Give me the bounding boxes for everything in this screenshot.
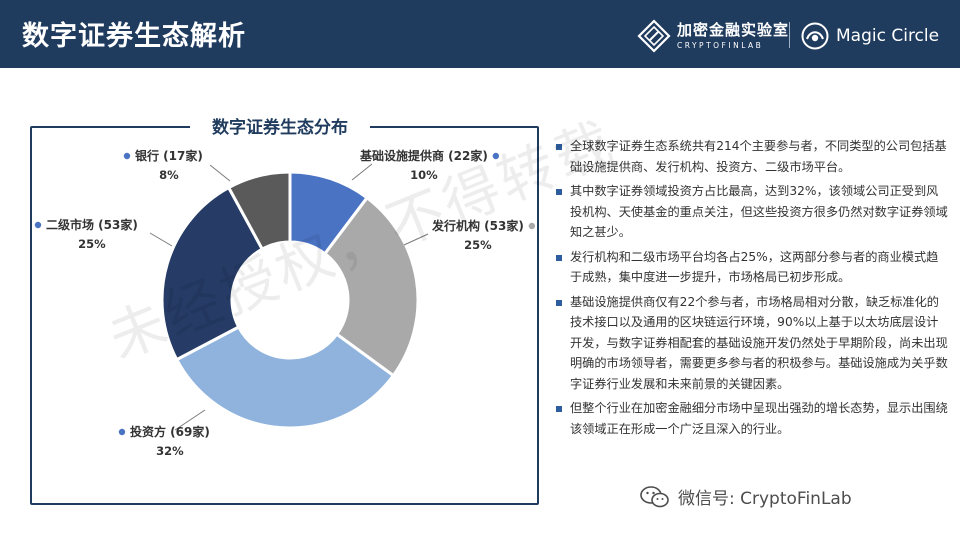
bullet-text: 全球数字证券生态系统共有214个主要参与者，不同类型的公司包括基础设施提供商、发…: [570, 139, 947, 174]
bullet-marker-icon: [556, 254, 562, 261]
slice-label: 银行 (17家): [135, 148, 203, 163]
bullet-item: 但整个行业在加密金融细分市场中呈现出强劲的增长态势，显示出围绕该领域正在形成一个…: [556, 398, 948, 439]
logo-cn-name: 加密金融实验室: [677, 20, 790, 39]
slice-label: 二级市场 (53家): [46, 217, 138, 232]
slice-marker-icon: [118, 428, 126, 436]
chart-title: 数字证券生态分布: [190, 114, 370, 142]
bullet-text: 但整个行业在加密金融细分市场中呈现出强劲的增长态势，显示出围绕该领域正在形成一个…: [570, 401, 948, 436]
slice-marker-icon: [492, 152, 500, 160]
slice-percent-label: 10%: [410, 168, 438, 182]
header-bar: 数字证券生态解析 加密金融实验室 CRYPTOFINLAB Magic Circ…: [0, 0, 960, 68]
slice-label: 投资方 (69家): [130, 424, 210, 439]
bullet-list: 全球数字证券生态系统共有214个主要参与者，不同类型的公司包括基础设施提供商、发…: [556, 136, 948, 443]
slice-label: 基础设施提供商 (22家): [359, 148, 488, 163]
magic-circle-name: Magic Circle: [836, 26, 940, 46]
cryptofinlab-logo-icon: [637, 19, 671, 53]
donut-slice: [174, 324, 396, 430]
donut-slice: [226, 170, 292, 252]
bullet-marker-icon: [556, 406, 562, 412]
header-divider: [789, 22, 790, 48]
bullet-text: 其中数字证券领域投资方占比最高，达到32%，该领域公司正受到风投机构、天使基金的…: [570, 184, 948, 239]
slice-label: 发行机构 (53家): [431, 218, 524, 233]
logo-en-name: CRYPTOFINLAB: [677, 40, 764, 50]
leader-line: [209, 164, 231, 182]
slice-marker-icon: [528, 222, 536, 230]
bullet-text: 基础设施提供商仅有22个参与者，市场格局相对分散，缺乏标准化的技术接口以及通用的…: [570, 294, 948, 391]
donut-slice: [322, 195, 420, 378]
bullet-item: 全球数字证券生态系统共有214个主要参与者，不同类型的公司包括基础设施提供商、发…: [556, 136, 948, 177]
bullet-text: 发行机构和二级市场平台均各占25%，这两部分参与者的商业模式趋于成熟，集中度进一…: [570, 249, 939, 285]
slice-percent-label: 8%: [159, 168, 179, 182]
slice-marker-icon: [34, 221, 42, 229]
bullet-marker-icon: [556, 144, 562, 150]
slice-marker-icon: [123, 152, 131, 160]
page-title: 数字证券生态解析: [22, 21, 246, 52]
magic-circle-icon: [801, 22, 829, 50]
wechat-footer: 微信号: CryptoFinLab: [640, 484, 852, 509]
leader-line: [403, 233, 429, 246]
slice-percent-label: 25%: [464, 238, 492, 252]
leader-line: [174, 409, 206, 431]
leader-line: [149, 232, 173, 247]
bullet-marker-icon: [556, 299, 562, 306]
bullet-marker-icon: [556, 189, 562, 195]
slice-percent-label: 32%: [156, 444, 184, 458]
leader-line: [351, 163, 373, 181]
wechat-id: 微信号: CryptoFinLab: [678, 489, 852, 509]
cryptofinlab-logo: 加密金融实验室 CRYPTOFINLAB: [637, 18, 789, 54]
donut-slice: [160, 185, 265, 362]
magic-circle-logo: Magic Circle: [800, 18, 939, 54]
slice-percent-label: 25%: [78, 237, 106, 251]
wechat-icon: [640, 485, 669, 507]
bullet-item: 其中数字证券领域投资方占比最高，达到32%，该领域公司正受到风投机构、天使基金的…: [556, 181, 948, 243]
bullet-item: 发行机构和二级市场平台均各占25%，这两部分参与者的商业模式趋于成熟，集中度进一…: [556, 247, 948, 288]
bullet-item: 基础设施提供商仅有22个参与者，市场格局相对分散，缺乏标准化的技术接口以及通用的…: [556, 292, 948, 395]
